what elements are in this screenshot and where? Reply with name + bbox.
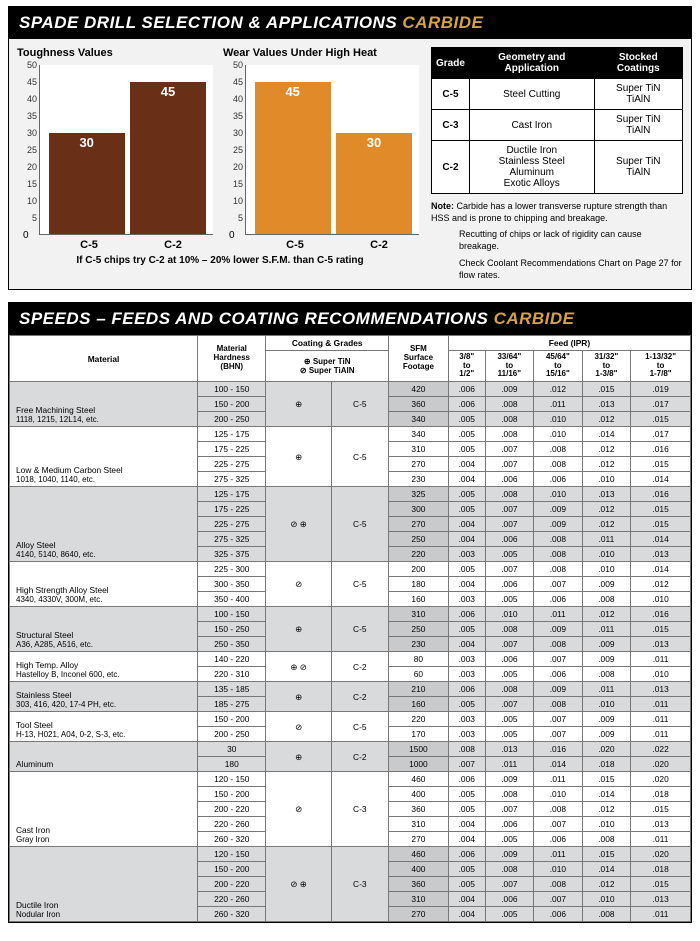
panel2-header: SPEEDS – FEEDS AND COATING RECOMMENDATIO… — [9, 303, 691, 335]
chart-footnote: If C-5 chips try C-2 at 10% – 20% lower … — [17, 255, 423, 266]
grade-table: GradeGeometry and ApplicationStocked Coa… — [431, 47, 683, 194]
note-line-0: Carbide has a lower transverse rupture s… — [431, 201, 667, 223]
chart2-title: Wear Values Under High Heat — [223, 47, 423, 59]
chart1-title: Toughness Values — [17, 47, 217, 59]
panel1-header: SPADE DRILL SELECTION & APPLICATIONS CAR… — [9, 7, 691, 39]
panel2-body: MaterialMaterialHardness(BHN)Coating & G… — [9, 335, 691, 922]
note-line-1: Recutting of chips or lack of rigidity c… — [459, 228, 683, 252]
selection-panel: SPADE DRILL SELECTION & APPLICATIONS CAR… — [8, 6, 692, 290]
note-line-2: Check Coolant Recommendations Chart on P… — [459, 257, 683, 281]
grade-table-wrap: GradeGeometry and ApplicationStocked Coa… — [431, 47, 683, 281]
panel1-title: SPADE DRILL SELECTION & APPLICATIONS — [19, 13, 402, 32]
toughness-chart: Toughness Values 30455101520253035404550… — [17, 47, 217, 251]
speeds-table: MaterialMaterialHardness(BHN)Coating & G… — [9, 335, 691, 922]
panel1-title-accent: CARBIDE — [402, 13, 483, 32]
panel1-body: Toughness Values 30455101520253035404550… — [9, 39, 691, 289]
note-block: Note: Carbide has a lower transverse rup… — [431, 200, 683, 281]
panel2-title: SPEEDS – FEEDS AND COATING RECOMMENDATIO… — [19, 309, 494, 328]
speeds-panel: SPEEDS – FEEDS AND COATING RECOMMENDATIO… — [8, 302, 692, 923]
wear-chart: Wear Values Under High Heat 453051015202… — [223, 47, 423, 251]
note-label: Note: — [431, 201, 454, 211]
panel2-title-accent: CARBIDE — [494, 309, 575, 328]
